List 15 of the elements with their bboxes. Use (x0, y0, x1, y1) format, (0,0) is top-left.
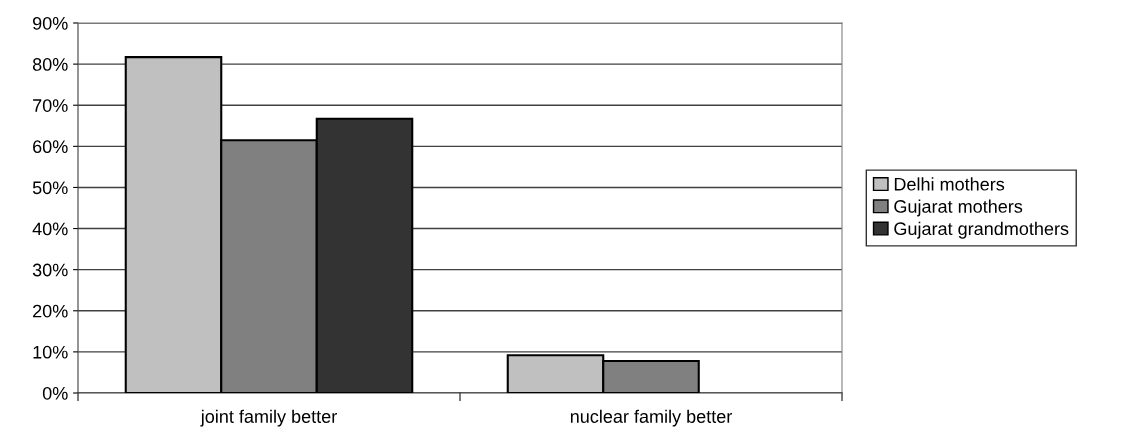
x-tick-label: joint family better (200, 409, 337, 427)
y-tick-label: 0% (42, 386, 68, 400)
y-tick-label: 60% (33, 140, 68, 154)
y-tick-label: 30% (32, 263, 68, 277)
y-tick-label: 70% (33, 99, 68, 112)
y-tick-label: 40% (32, 222, 68, 236)
y-tick-label: 20% (33, 304, 68, 318)
y-tick-label: 90% (32, 16, 68, 30)
y-tick-label: 10% (33, 345, 68, 359)
legend-label: Gujarat mothers (894, 199, 1023, 217)
legend-label: Gujarat grandmothers (894, 221, 1069, 239)
x-tick-label: nuclear family better (570, 409, 732, 427)
y-tick-label: 50% (32, 181, 68, 195)
legend-label: Delhi mothers (894, 177, 1005, 191)
y-tick-label: 80% (32, 58, 68, 71)
